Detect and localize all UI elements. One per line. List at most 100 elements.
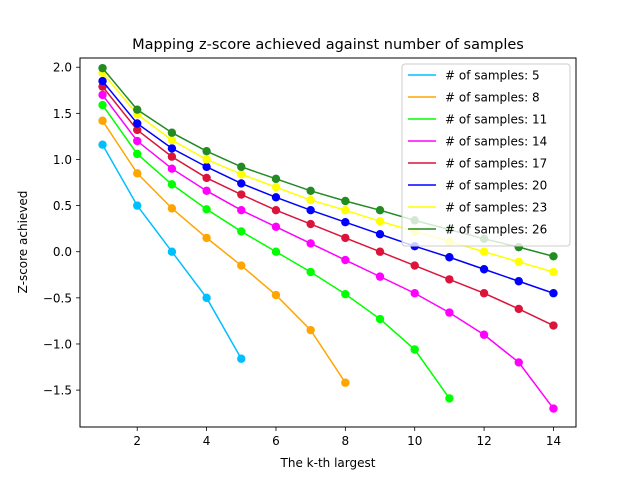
y-axis-label: Z-score achieved xyxy=(16,191,30,294)
series-5 xyxy=(98,82,558,330)
y-tick-label: 0.5 xyxy=(53,199,72,213)
legend-item: # of samples: 23 xyxy=(408,201,547,215)
y-tick-label: 1.0 xyxy=(53,153,72,167)
data-point xyxy=(133,105,142,114)
data-point xyxy=(341,289,350,299)
data-point xyxy=(271,193,281,202)
legend-label: # of samples: 14 xyxy=(445,135,547,149)
series-1 xyxy=(98,140,246,363)
series-line xyxy=(101,120,346,384)
data-point xyxy=(271,206,281,215)
series-3 xyxy=(98,100,454,403)
data-point xyxy=(237,227,246,236)
x-tick-label: 10 xyxy=(407,434,422,448)
data-point xyxy=(306,219,315,229)
series-line xyxy=(101,94,555,410)
y-tick-label: −0.5 xyxy=(43,291,72,305)
legend-item: # of samples: 17 xyxy=(408,157,547,171)
x-tick-label: 14 xyxy=(546,434,561,448)
data-point xyxy=(202,293,211,303)
data-point xyxy=(167,164,177,173)
data-point xyxy=(237,170,246,179)
data-point xyxy=(202,173,211,183)
legend-label: # of samples: 5 xyxy=(445,69,540,83)
data-point xyxy=(306,239,315,248)
data-point xyxy=(271,174,281,184)
data-point xyxy=(306,186,315,196)
data-point xyxy=(549,252,558,261)
legend-label: # of samples: 8 xyxy=(445,91,540,105)
legend-box xyxy=(401,63,571,247)
data-point xyxy=(133,149,142,159)
series-line xyxy=(101,72,554,273)
data-point xyxy=(271,247,281,256)
y-axis: −1.5 −1.0 −0.5 0.0 0.5 1.0 1.5 2.0 xyxy=(43,61,80,398)
data-point xyxy=(549,289,558,298)
data-point xyxy=(167,180,177,189)
data-point xyxy=(341,206,350,215)
data-point xyxy=(202,233,211,243)
data-point xyxy=(341,233,350,243)
data-point xyxy=(98,116,107,125)
data-point xyxy=(133,125,142,135)
data-point xyxy=(98,140,107,149)
data-point xyxy=(514,358,523,367)
legend-item: # of samples: 11 xyxy=(408,113,547,127)
data-point xyxy=(237,190,246,199)
data-point xyxy=(202,146,211,156)
data-point xyxy=(549,404,558,413)
x-tick-label: 4 xyxy=(203,434,211,448)
data-point xyxy=(341,378,350,387)
y-tick-label: 2.0 xyxy=(53,61,72,75)
data-point xyxy=(479,330,489,339)
data-point xyxy=(237,179,246,188)
data-point xyxy=(410,345,419,354)
data-point xyxy=(514,277,523,286)
x-axis-label: The k-th largest xyxy=(280,456,376,470)
data-point xyxy=(133,169,142,178)
data-point xyxy=(202,205,211,214)
data-point xyxy=(133,201,142,210)
legend-label: # of samples: 23 xyxy=(445,201,547,215)
data-point xyxy=(341,255,350,265)
legend-label: # of samples: 17 xyxy=(445,157,547,171)
data-point xyxy=(375,272,385,281)
data-point xyxy=(237,162,246,172)
y-tick-label: 1.5 xyxy=(53,107,72,121)
data-point xyxy=(271,222,281,232)
x-tick-label: 12 xyxy=(476,434,491,448)
legend: # of samples: 5 # of samples: 8 # of sampl… xyxy=(401,63,571,247)
chart-title: Mapping z-score achieved against number … xyxy=(132,37,524,53)
legend-item: # of samples: 20 xyxy=(408,179,547,193)
data-point xyxy=(445,308,454,317)
data-point xyxy=(271,182,281,192)
data-point xyxy=(98,76,107,86)
data-point xyxy=(202,162,211,172)
data-point xyxy=(549,321,558,330)
data-point xyxy=(98,63,107,73)
data-point xyxy=(479,289,489,298)
y-tick-label: 0.0 xyxy=(53,245,72,259)
x-axis: 2 4 6 8 10 12 14 xyxy=(133,427,561,448)
data-point xyxy=(167,204,177,213)
data-point xyxy=(202,186,211,196)
data-point xyxy=(410,289,419,298)
data-point xyxy=(202,155,211,164)
data-point xyxy=(445,275,454,284)
legend-item: # of samples: 26 xyxy=(408,223,547,237)
data-point xyxy=(306,325,315,335)
data-point xyxy=(479,265,489,274)
data-point xyxy=(375,206,385,215)
y-tick-label: −1.5 xyxy=(43,384,72,398)
data-point xyxy=(98,90,107,100)
x-tick-label: 6 xyxy=(272,434,280,448)
data-point xyxy=(167,144,177,153)
data-point xyxy=(133,136,142,146)
legend-label: # of samples: 26 xyxy=(445,223,547,237)
data-point xyxy=(375,217,385,226)
data-point xyxy=(549,267,558,277)
data-point xyxy=(237,261,246,270)
legend-item: # of samples: 8 xyxy=(408,91,540,105)
